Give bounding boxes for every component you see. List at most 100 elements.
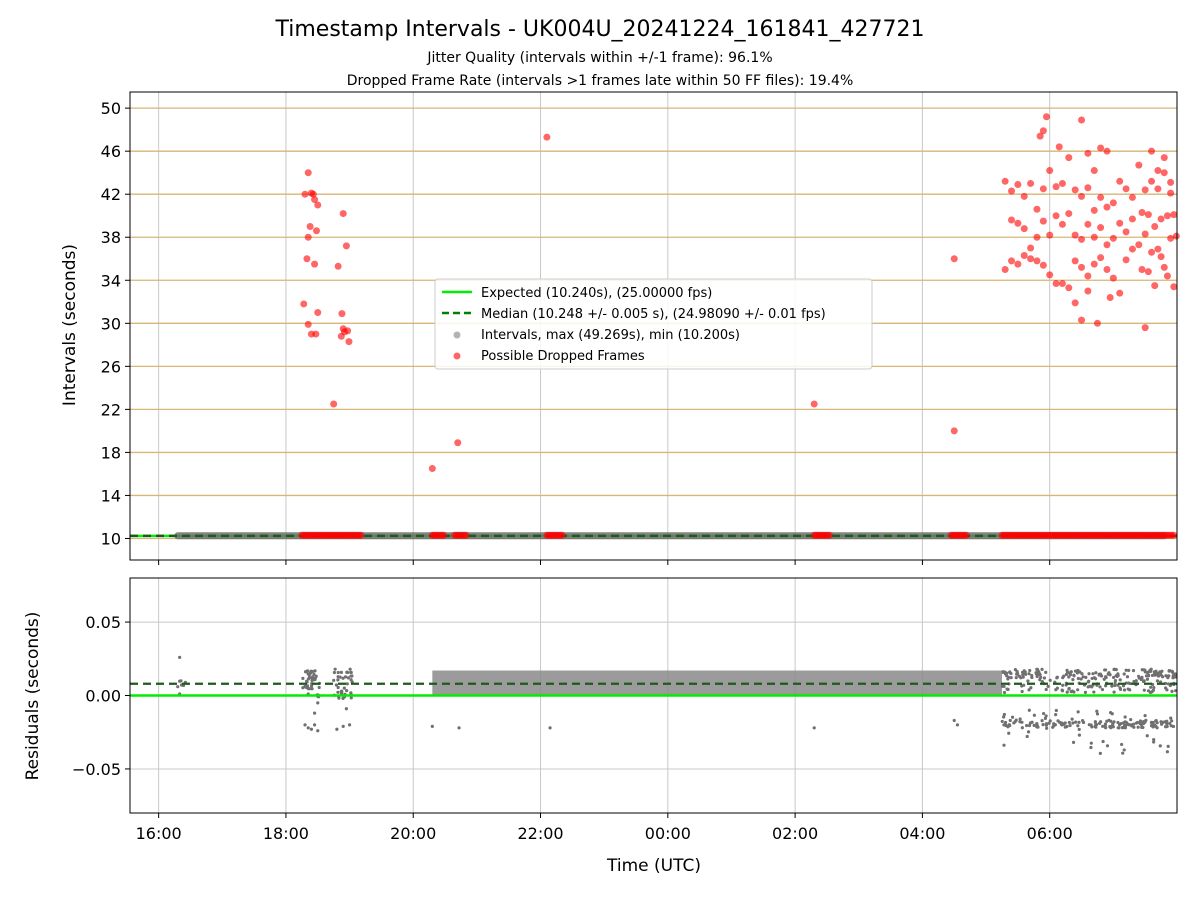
residual-point: [1165, 719, 1169, 723]
residual-point: [1101, 724, 1105, 728]
residual-point: [1032, 723, 1036, 727]
dropped-frame-point: [1090, 233, 1098, 241]
residual-point: [1167, 674, 1171, 678]
dropped-frame-point: [1020, 192, 1028, 200]
residual-point: [1164, 725, 1168, 729]
residual-point: [336, 670, 340, 675]
residual-point: [1027, 708, 1031, 712]
residual-point: [178, 655, 182, 659]
residual-point: [1061, 683, 1065, 687]
dropped-frame-point: [334, 262, 342, 270]
residual-point: [1122, 748, 1126, 752]
residual-point: [310, 675, 315, 679]
residual-point: [1012, 721, 1016, 725]
dropped-frame-point: [1078, 263, 1086, 271]
residual-point: [1124, 668, 1128, 672]
residual-point: [1081, 675, 1085, 679]
dropped-frame-point: [1039, 185, 1047, 193]
dropped-frame-point: [1052, 183, 1060, 191]
residual-point: [1000, 719, 1004, 724]
residual-point: [1045, 726, 1049, 730]
dropped-frame-point: [312, 227, 320, 235]
residual-point: [1143, 714, 1147, 718]
x-tick-label: 22:00: [517, 824, 563, 843]
dropped-frame-point: [1163, 272, 1171, 280]
dropped-frame-point: [1052, 280, 1060, 288]
legend-median-label: Median (10.248 +/- 0.005 s), (24.98090 +…: [481, 307, 826, 322]
residual-point: [1127, 681, 1131, 685]
dropped-frame-point: [1128, 215, 1136, 223]
dropped-frame-point: [303, 255, 311, 263]
dropped-frame-point: [337, 332, 345, 340]
residual-point: [1118, 686, 1122, 690]
residual-point: [1150, 690, 1154, 694]
residual-point: [316, 701, 320, 705]
residual-point: [1092, 690, 1096, 694]
dropped-frame-point: [1109, 234, 1117, 242]
residual-point: [457, 726, 461, 730]
residual-point: [1042, 711, 1046, 716]
residual-point: [313, 669, 317, 673]
residual-point: [1129, 723, 1134, 727]
residual-point: [1158, 670, 1163, 675]
x-tick-label: 20:00: [390, 824, 436, 843]
chart-subtitle-dropped: Dropped Frame Rate (intervals >1 frames …: [347, 73, 854, 89]
residual-point: [1101, 739, 1105, 744]
residuals-plot-frame: [129, 577, 1178, 814]
residual-point: [1171, 724, 1176, 729]
dropped-frame-point: [339, 210, 347, 218]
dropped-frame-point: [1135, 241, 1143, 249]
residual-point: [1028, 668, 1032, 673]
residual-point: [952, 718, 956, 723]
dropped-frame-point: [1065, 154, 1073, 162]
residual-point: [1054, 708, 1058, 713]
residual-point: [1043, 716, 1048, 721]
residual-point: [430, 724, 434, 728]
residual-point: [1041, 723, 1045, 727]
residual-point: [1039, 675, 1043, 679]
dropped-frame-point: [1090, 167, 1098, 175]
y-axis-label-intervals: Intervals (seconds): [60, 244, 80, 406]
dropped-frame-point: [314, 309, 322, 317]
dropped-frame-point: [1103, 203, 1111, 211]
residual-point: [1163, 686, 1168, 690]
residual-point: [316, 729, 320, 733]
residual-point: [1047, 721, 1051, 725]
dropped-frame-point: [311, 260, 319, 268]
residual-point: [304, 670, 308, 674]
dropped-frame-point: [1058, 179, 1066, 187]
residual-point: [1089, 741, 1093, 745]
residual-point: [1159, 720, 1163, 724]
residual-point: [1136, 725, 1140, 729]
dropped-frame-point: [1154, 245, 1162, 253]
residual-point: [1002, 743, 1006, 747]
x-tick-label: 16:00: [136, 824, 182, 843]
dropped-frame-point: [1144, 268, 1152, 276]
dropped-frame-point: [1122, 228, 1130, 236]
residual-point: [1081, 719, 1085, 723]
residual-point: [344, 707, 349, 711]
dropped-frame-point: [306, 222, 314, 230]
dropped-frame-point: [1058, 220, 1066, 228]
dropped-frame-point: [1052, 212, 1060, 220]
chart-subtitle-jitter: Jitter Quality (intervals within +/-1 fr…: [426, 50, 772, 66]
residual-point: [1139, 723, 1144, 727]
residual-point: [1104, 668, 1108, 672]
residual-point: [1020, 726, 1024, 730]
residual-point: [1076, 688, 1080, 692]
residual-point: [350, 680, 354, 684]
residual-point: [317, 685, 321, 690]
residual-point: [335, 727, 339, 731]
dropped-frame-point: [1170, 531, 1178, 539]
residual-point: [1145, 677, 1150, 681]
dropped-frame-point: [1001, 177, 1009, 185]
dropped-frame-point: [1160, 263, 1168, 271]
dropped-frame-point: [304, 233, 312, 241]
residual-point: [1002, 690, 1007, 695]
residual-point: [1121, 751, 1125, 755]
dropped-frame-point: [1163, 212, 1171, 220]
residual-point: [1152, 740, 1156, 744]
residual-point: [1000, 684, 1004, 688]
intervals-plot: 10 14 18 22 26 30 34 38 42 46 50: [101, 91, 1180, 565]
dropped-frame-point: [1128, 193, 1136, 201]
